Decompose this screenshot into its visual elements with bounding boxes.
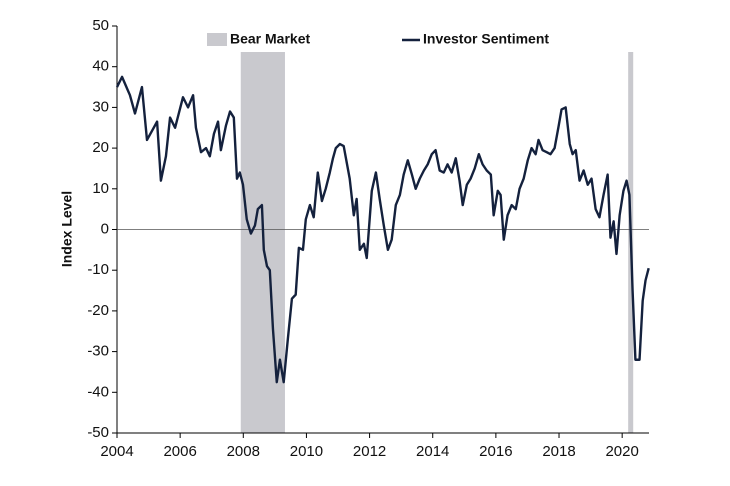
y-tick-label: 20 <box>92 139 109 156</box>
y-tick-label: -20 <box>87 302 109 319</box>
y-tick-label: -10 <box>87 261 109 278</box>
x-tick-label: 2008 <box>227 443 260 460</box>
y-tick-label: 30 <box>92 98 109 115</box>
x-tick-label: 2014 <box>416 443 449 460</box>
x-tick-label: 2020 <box>605 443 638 460</box>
x-tick-label: 2004 <box>100 443 133 460</box>
line-series <box>115 75 650 384</box>
y-tick-label: 40 <box>92 58 109 75</box>
x-tick-label: 2018 <box>542 443 575 460</box>
x-tick-label: 2016 <box>479 443 512 460</box>
legend-swatch <box>207 33 227 46</box>
y-tick-label: 10 <box>92 180 109 197</box>
y-tick-label: -50 <box>87 424 109 441</box>
legend-label: Bear Market <box>230 31 310 47</box>
y-tick-label: -40 <box>87 383 109 400</box>
y-axis-label: Index Level <box>59 191 75 267</box>
y-tick-label: 0 <box>101 220 109 237</box>
x-tick-label: 2010 <box>290 443 323 460</box>
y-tick-label: -30 <box>87 343 109 360</box>
x-tick-label: 2006 <box>163 443 196 460</box>
x-tick-label: 2012 <box>353 443 386 460</box>
legend-label: Investor Sentiment <box>423 31 549 47</box>
y-tick-label: 50 <box>92 17 109 34</box>
